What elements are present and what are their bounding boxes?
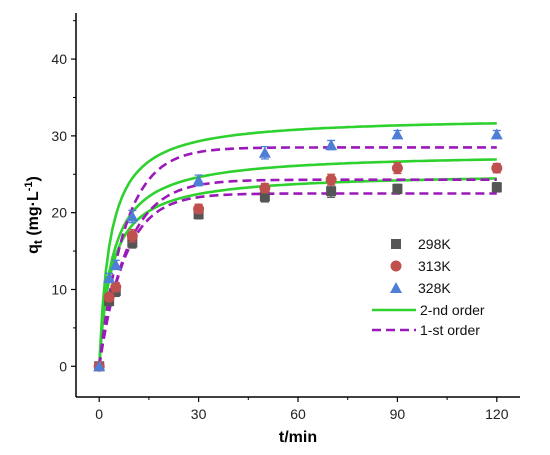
y-tick-label: 20: [51, 205, 67, 221]
data-point-298K: [259, 191, 270, 202]
x-axis-title: t/min: [279, 429, 317, 446]
y-tick-label: 30: [51, 128, 67, 144]
svg-text:qt (mg·L-1): qt (mg·L-1): [23, 176, 45, 254]
legend-marker-313K: [390, 260, 402, 272]
first-order-fit-line: [97, 146, 497, 367]
y-axis-title-subscript: t: [31, 240, 45, 244]
data-point-313K: [103, 291, 115, 303]
data-point-313K: [110, 281, 122, 293]
legend-marker-328K: [390, 282, 402, 293]
second-order-fit-line: [97, 158, 497, 367]
data-point-313K: [126, 230, 138, 242]
data-point-313K: [491, 162, 503, 174]
legend-label: 2-nd order: [420, 302, 485, 318]
y-axis-title-main: q: [25, 244, 42, 254]
x-tick-label: 120: [485, 406, 509, 422]
legend-label: 298K: [418, 236, 451, 252]
legend-marker-298K: [391, 239, 401, 249]
legend-label: 313K: [418, 258, 451, 274]
legend-label: 1-st order: [420, 322, 480, 338]
x-tick-label: 60: [290, 406, 306, 422]
data-point-328K: [258, 146, 271, 158]
legend-label: 328K: [418, 280, 451, 296]
data-point-328K: [391, 128, 404, 140]
data-point-328K: [109, 258, 122, 270]
data-point-313K: [391, 162, 403, 174]
x-tick-label: 30: [191, 406, 207, 422]
data-point-298K: [491, 182, 502, 193]
y-axis-title-unit-close: ): [25, 176, 42, 181]
data-point-313K: [259, 182, 271, 194]
data-point-328K: [192, 174, 205, 186]
data-point-298K: [392, 183, 403, 194]
y-tick-label: 40: [51, 51, 67, 67]
y-axis-title-unit: (mg·L: [25, 191, 42, 240]
second-order-fit-line: [97, 122, 497, 367]
first-order-fit-line: [97, 192, 497, 367]
data-point-313K: [325, 174, 337, 186]
plot-area: 0 10 20 30 40 0 30 60 90 120: [51, 13, 520, 422]
y-tick-label: 0: [59, 358, 67, 374]
y-axis-title: qt (mg·L-1): [23, 176, 45, 254]
data-point-328K: [325, 139, 338, 151]
data-point-328K: [103, 271, 116, 283]
x-tick-label: 0: [95, 406, 103, 422]
y-axis-title-unit-exponent: -1: [23, 181, 35, 191]
legend: 298K 313K 328K 2-nd order 1-st order: [372, 236, 485, 338]
first-order-fit-line: [97, 178, 497, 367]
data-point-313K: [193, 203, 205, 215]
x-tick-label: 90: [390, 406, 406, 422]
data-point-298K: [326, 186, 337, 197]
data-point-298K: [127, 237, 138, 248]
y-tick-label: 10: [51, 281, 67, 297]
data-point-328K: [93, 360, 106, 372]
data-point-328K: [126, 210, 139, 222]
data-point-328K: [490, 128, 503, 140]
